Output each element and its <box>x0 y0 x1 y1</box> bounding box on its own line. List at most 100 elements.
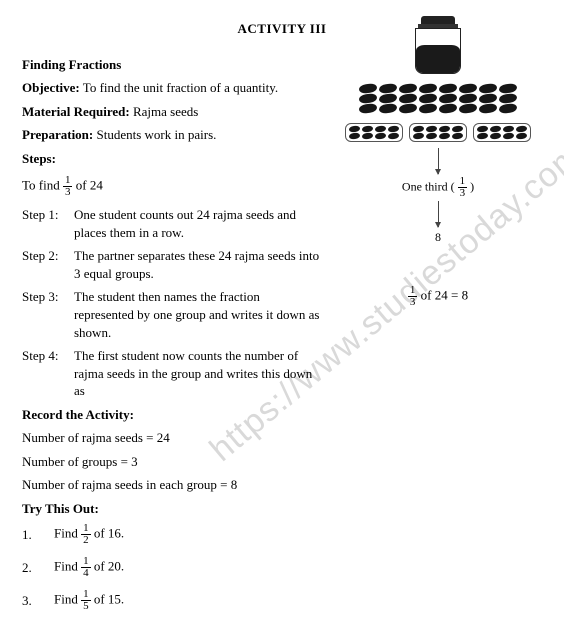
bean-group <box>473 123 531 142</box>
bean-icon <box>458 92 477 103</box>
bean-icon <box>477 125 489 132</box>
step-label: Step 3: <box>22 288 62 341</box>
bean-icon <box>375 125 387 132</box>
bean-row <box>359 94 517 103</box>
step-text: One student counts out 24 rajma seeds an… <box>74 206 320 241</box>
bean-icon <box>388 132 400 139</box>
bean-icon <box>358 92 377 103</box>
bean-icon <box>498 92 517 103</box>
material-text: Rajma seeds <box>133 104 198 119</box>
preparation-label: Preparation: <box>22 127 93 142</box>
step-label: Step 4: <box>22 347 62 400</box>
step-row: Step 2: The partner separates these 24 ra… <box>22 247 320 282</box>
left-column: Finding Fractions Objective: To find the… <box>22 56 320 622</box>
bean-icon <box>426 125 438 132</box>
bean-icon <box>458 82 477 93</box>
material-label: Material Required: <box>22 104 130 119</box>
bean-icon <box>490 132 502 139</box>
arrow-2 <box>438 201 439 227</box>
bean-icon <box>438 82 457 93</box>
material-row: Material Required: Rajma seeds <box>22 103 320 121</box>
page-content: ACTIVITY III Finding Fractions Objective… <box>22 20 542 622</box>
bean-icon <box>498 102 517 113</box>
bean-group <box>409 123 467 142</box>
record-line: Number of groups = 3 <box>22 453 320 471</box>
caption-frac-n: 1 <box>458 176 468 188</box>
bean-icon <box>478 102 497 113</box>
record-heading: Record the Activity: <box>22 406 320 424</box>
bean-icon <box>516 125 528 132</box>
try-text: Find 15 of 15. <box>54 589 124 612</box>
bean-icon <box>358 102 377 113</box>
try-item: 1. Find 12 of 16. <box>22 523 320 546</box>
bean-icon <box>378 92 397 103</box>
bean-icon <box>439 125 451 132</box>
beans-rows <box>359 84 517 113</box>
try-item: 3.Find 15 of 15. <box>22 589 320 612</box>
try-num: 1. <box>22 526 38 544</box>
bean-icon <box>503 125 515 132</box>
result-text: of 24 = 8 <box>421 287 468 302</box>
caption-fraction: 1 3 <box>458 176 468 199</box>
try-fraction: 14 <box>81 556 91 579</box>
objective-row: Objective: To find the unit fraction of … <box>22 79 320 97</box>
step-row: Step 1: One student counts out 24 rajma s… <box>22 206 320 241</box>
result-frac-n: 1 <box>408 285 418 297</box>
bean-icon <box>349 132 361 139</box>
try-num: 2. <box>22 559 38 577</box>
bean-icon <box>498 82 517 93</box>
bean-icon <box>418 92 437 103</box>
bean-icon <box>398 92 417 103</box>
intro-prefix: To find <box>22 178 63 193</box>
intro-fraction: 1 3 <box>63 175 73 198</box>
activity-title: ACTIVITY III <box>22 20 542 38</box>
bean-icon <box>362 125 374 132</box>
try-text: Find 14 of 20. <box>54 556 124 579</box>
try-text: Find 12 of 16. <box>54 523 124 546</box>
bean-group <box>345 123 403 142</box>
preparation-row: Preparation: Students work in pairs. <box>22 126 320 144</box>
bean-icon <box>490 125 502 132</box>
try-item: 2. Find 14 of 20. <box>22 556 320 579</box>
caption-prefix: One third ( <box>402 179 458 193</box>
bean-icon <box>413 125 425 132</box>
bean-icon <box>413 132 425 139</box>
bean-icon <box>458 102 477 113</box>
bean-icon <box>378 82 397 93</box>
bean-icon <box>478 82 497 93</box>
step-label: Step 2: <box>22 247 62 282</box>
bean-icon <box>438 92 457 103</box>
section-heading: Finding Fractions <box>22 56 320 74</box>
step-text: The partner separates these 24 rajma see… <box>74 247 320 282</box>
result-fraction: 1 3 <box>408 285 418 308</box>
arrow-1 <box>438 148 439 174</box>
try-fraction: 12 <box>81 523 91 546</box>
step-text: The student then names the fraction repr… <box>74 288 320 341</box>
record-lines: Number of rajma seeds = 24 Number of grou… <box>22 429 320 494</box>
step-row: Step 3: The student then names the fracti… <box>22 288 320 341</box>
bean-icon <box>452 132 464 139</box>
steps-list: Step 1: One student counts out 24 rajma s… <box>22 206 320 399</box>
record-line: Number of rajma seeds = 24 <box>22 429 320 447</box>
bean-icon <box>477 132 489 139</box>
bean-row <box>359 84 517 93</box>
bean-row <box>359 104 517 113</box>
bean-icon <box>398 82 417 93</box>
bean-icon <box>349 125 361 132</box>
bean-icon <box>439 132 451 139</box>
step-label: Step 1: <box>22 206 62 241</box>
bean-icon <box>375 132 387 139</box>
try-fraction: 15 <box>81 589 91 612</box>
steps-label: Steps: <box>22 150 320 168</box>
bean-icon <box>418 102 437 113</box>
try-heading: Try This Out: <box>22 500 320 518</box>
bean-icon <box>388 125 400 132</box>
caption-one-third: One third ( 1 3 ) <box>402 176 474 199</box>
step-row: Step 4:The first student now counts the … <box>22 347 320 400</box>
preparation-text: Students work in pairs. <box>97 127 217 142</box>
objective-label: Objective: <box>22 80 80 95</box>
record-line: Number of rajma seeds in each group = 8 <box>22 476 320 494</box>
bean-icon <box>503 132 515 139</box>
result-frac-d: 3 <box>408 297 418 308</box>
bean-icon <box>398 102 417 113</box>
